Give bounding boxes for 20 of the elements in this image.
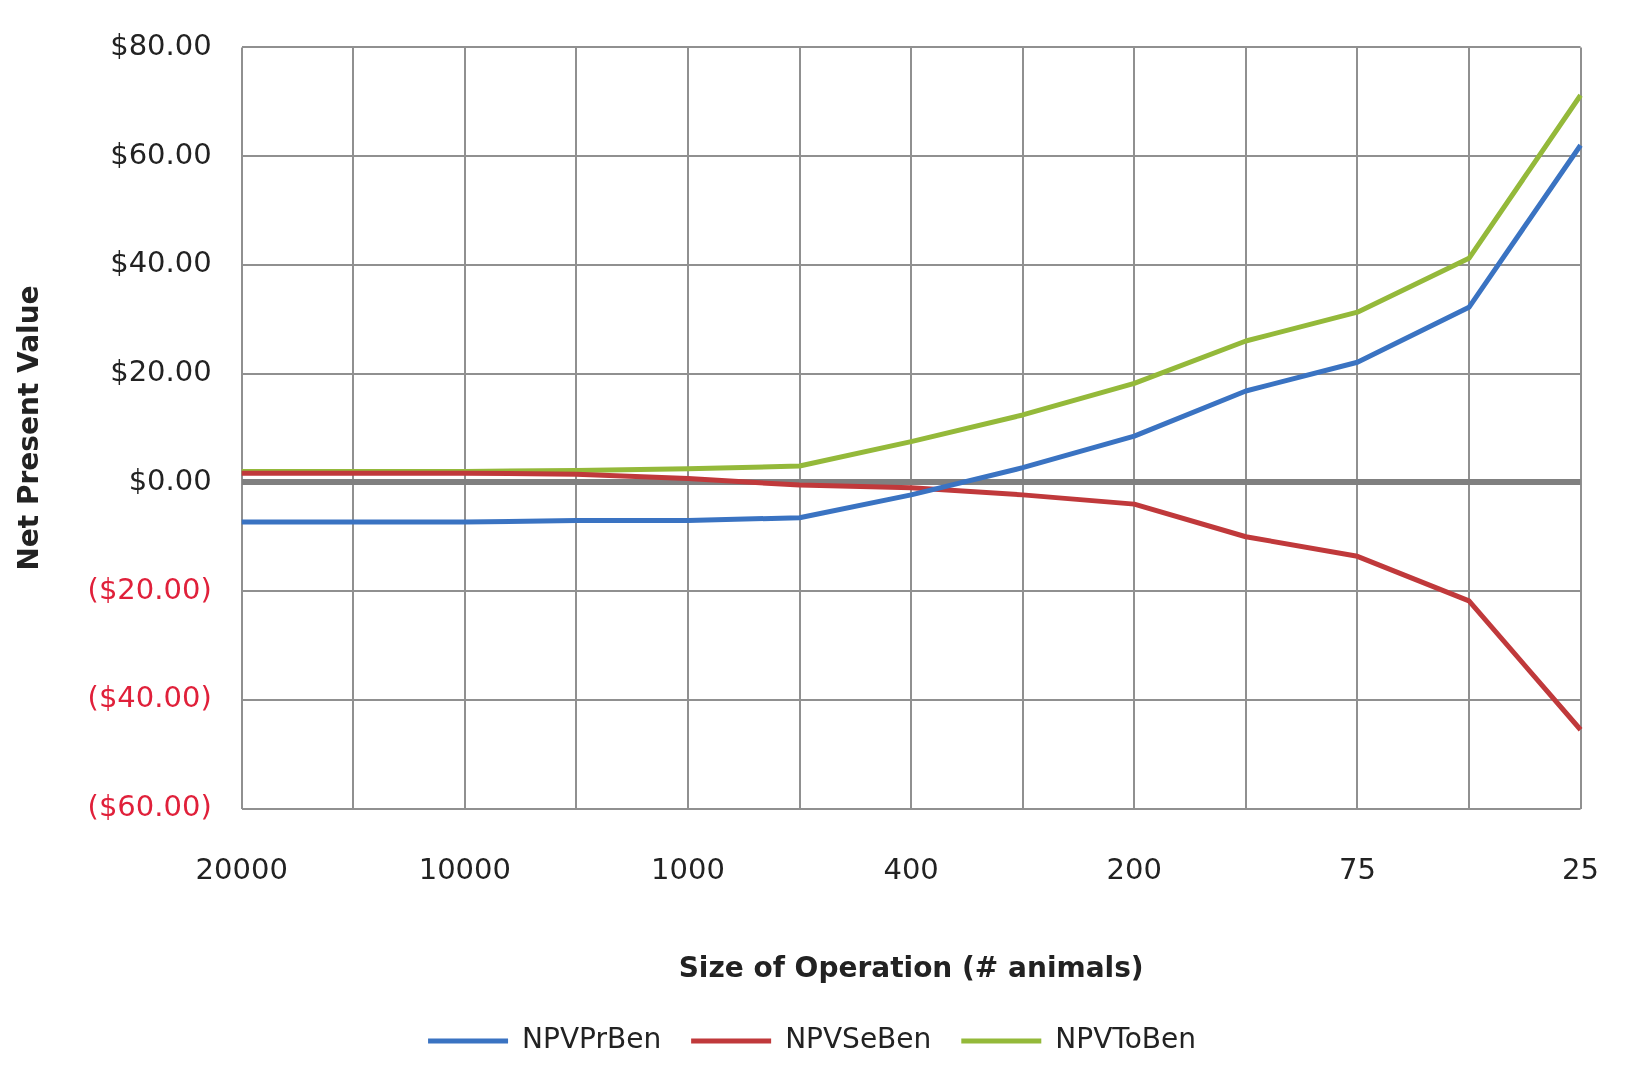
y-tick-label: ($60.00) xyxy=(87,789,212,824)
x-axis-title: Size of Operation (# animals) xyxy=(678,951,1144,985)
y-tick-label: ($40.00) xyxy=(87,680,212,715)
x-tick-label: 200 xyxy=(1106,851,1162,886)
y-tick-label: $0.00 xyxy=(128,462,212,497)
y-axis-title: Net Present Value xyxy=(12,285,46,571)
y-tick-label: ($20.00) xyxy=(87,571,212,606)
x-tick-label: 1000 xyxy=(651,851,725,886)
legend-label: NPVPrBen xyxy=(522,1022,662,1056)
legend-label: NPVSeBen xyxy=(785,1022,932,1056)
y-tick-label: $80.00 xyxy=(110,27,212,62)
x-tick-label: 25 xyxy=(1562,851,1599,886)
legend-label: NPVToBen xyxy=(1055,1022,1196,1056)
x-tick-label: 75 xyxy=(1338,851,1376,886)
x-tick-label: 400 xyxy=(883,851,939,886)
x-tick-label: 10000 xyxy=(418,851,511,886)
y-tick-label: $20.00 xyxy=(110,354,212,389)
y-tick-label: $40.00 xyxy=(110,245,212,280)
y-tick-label: $60.00 xyxy=(110,136,212,171)
x-tick-label: 20000 xyxy=(195,851,288,886)
